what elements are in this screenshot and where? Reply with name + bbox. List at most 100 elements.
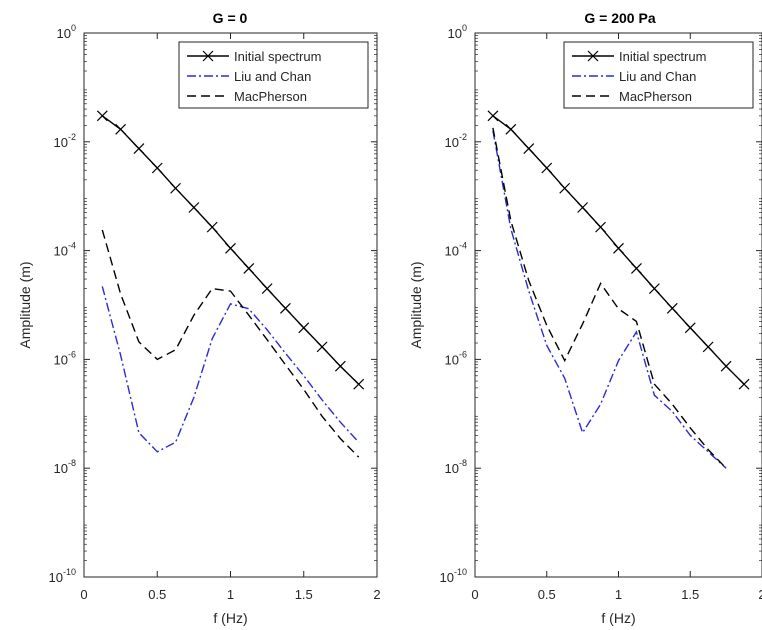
plot-series: [487, 110, 750, 469]
data-point-marker: [96, 110, 108, 122]
data-point-marker: [648, 283, 660, 295]
series-line-macpherson: [101, 229, 360, 458]
x-tick-label: 2: [758, 587, 762, 602]
data-point-marker: [188, 202, 200, 213]
data-point-marker: [316, 341, 328, 353]
data-point-marker: [684, 322, 696, 334]
chart-title: G = 200 Pa: [584, 10, 655, 26]
y-tick-base: 10: [57, 26, 71, 41]
y-tick-exponent: -6: [68, 349, 76, 359]
data-point-marker: [487, 110, 499, 122]
y-tick-label: 100: [57, 23, 76, 41]
legend-label: Initial spectrum: [619, 49, 706, 64]
data-point-marker: [613, 242, 624, 254]
legend: Initial spectrum Liu and Chan MacPherson: [178, 41, 369, 109]
x-tick-label: 1.5: [295, 587, 313, 602]
y-tick-base: 10: [440, 570, 454, 585]
data-point-marker: [702, 341, 714, 353]
y-tick-exponent: 0: [462, 23, 467, 33]
data-point-marker: [353, 378, 365, 390]
data-point-marker: [720, 360, 732, 372]
y-tick-label: 100: [448, 23, 467, 41]
y-tick-label: 10-4: [445, 241, 467, 259]
y-tick-exponent: -8: [459, 458, 467, 468]
y-tick-base: 10: [445, 461, 459, 476]
y-tick-label: 10-2: [54, 132, 76, 150]
plot-area: [474, 32, 762, 578]
y-tick-exponent: -2: [459, 132, 467, 142]
y-tick-exponent: -8: [68, 458, 76, 468]
data-point-marker: [243, 263, 255, 274]
plot-series: [96, 110, 365, 458]
data-point-marker: [206, 221, 218, 233]
legend-label: Liu and Chan: [619, 69, 696, 84]
chart-title: G = 0: [213, 10, 248, 26]
legend-label: MacPherson: [619, 89, 692, 104]
x-tick-label: 1: [227, 587, 234, 602]
legend-label: Initial spectrum: [234, 49, 321, 64]
y-tick-base: 10: [49, 570, 63, 585]
legend-marker: [587, 50, 599, 62]
series-line-liu-and-chan: [492, 130, 727, 469]
y-tick-base: 10: [54, 135, 68, 150]
data-point-marker: [334, 360, 346, 372]
y-tick-exponent: -4: [68, 241, 76, 251]
data-point-marker: [280, 302, 291, 314]
data-point-marker: [115, 123, 127, 135]
legend-marker: [202, 50, 214, 62]
x-tick-label: 2: [373, 587, 380, 602]
y-tick-base: 10: [445, 352, 459, 367]
y-axis-label: Amplitude (m): [17, 261, 33, 348]
x-tick-label: 0.5: [148, 587, 166, 602]
y-tick-label: 10-6: [445, 349, 467, 367]
y-tick-label: 10-6: [54, 349, 76, 367]
legend: Initial spectrum Liu and Chan MacPherson: [563, 41, 754, 109]
x-tick-label: 0: [471, 587, 478, 602]
data-point-marker: [298, 322, 310, 334]
y-tick-exponent: -10: [454, 567, 467, 577]
data-point-marker: [666, 302, 678, 314]
data-point-marker: [523, 143, 535, 155]
y-tick-label: 10-8: [445, 458, 467, 476]
legend-label: Liu and Chan: [234, 69, 311, 84]
data-point-marker: [738, 378, 750, 390]
y-tick-base: 10: [448, 26, 462, 41]
x-axis-label: f (Hz): [601, 610, 635, 626]
data-point-marker: [559, 182, 571, 194]
x-tick-label: 1: [615, 587, 622, 602]
y-tick-label: 10-4: [54, 241, 76, 259]
y-tick-exponent: -6: [459, 349, 467, 359]
data-point-marker: [261, 283, 273, 295]
series-line-liu-and-chan: [101, 286, 360, 453]
x-tick-label: 1.5: [681, 587, 699, 602]
x-tick-label: 0.5: [538, 587, 556, 602]
y-tick-base: 10: [445, 135, 459, 150]
y-tick-exponent: 0: [71, 23, 76, 33]
data-point-marker: [505, 123, 517, 135]
y-tick-exponent: -10: [63, 567, 76, 577]
data-point-marker: [170, 182, 181, 194]
x-tick-label: 0: [80, 587, 87, 602]
data-point-marker: [577, 202, 589, 213]
data-point-marker: [541, 162, 553, 174]
y-tick-label: 10-10: [49, 567, 76, 585]
y-axis-label: Amplitude (m): [408, 261, 424, 348]
y-tick-base: 10: [54, 461, 68, 476]
y-tick-label: 10-2: [445, 132, 467, 150]
y-tick-exponent: -4: [459, 241, 467, 251]
y-tick-label: 10-10: [440, 567, 467, 585]
y-tick-base: 10: [54, 352, 68, 367]
data-point-marker: [151, 162, 163, 174]
data-point-marker: [225, 242, 236, 254]
data-point-marker: [133, 143, 145, 155]
y-tick-exponent: -2: [68, 132, 76, 142]
x-axis-label: f (Hz): [213, 610, 247, 626]
data-point-marker: [631, 263, 642, 274]
legend-label: MacPherson: [234, 89, 307, 104]
y-tick-base: 10: [54, 244, 68, 259]
y-tick-label: 10-8: [54, 458, 76, 476]
y-tick-base: 10: [445, 244, 459, 259]
